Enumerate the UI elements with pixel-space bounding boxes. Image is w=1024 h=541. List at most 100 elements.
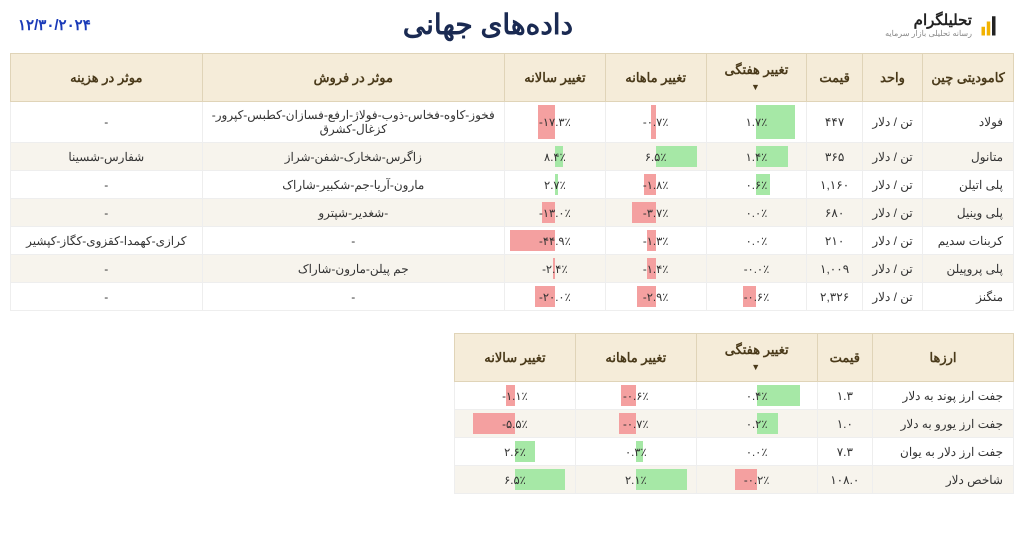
change-y-cell: -۵.۵٪ xyxy=(455,410,576,438)
change-label: -۳.۷٪ xyxy=(643,206,669,220)
unit-cell: تن / دلار xyxy=(862,102,922,143)
change-m-cell: -۳.۷٪ xyxy=(605,199,706,227)
row-name: کربنات سدیم xyxy=(923,227,1014,255)
currencies-table: ارزهاقیمتتغییر هفتگی▼تغییر ماهانهتغییر س… xyxy=(454,333,1014,494)
page-title: داده‌های جهانی xyxy=(91,8,885,41)
unit-cell: تن / دلار xyxy=(862,199,922,227)
sales-effect-cell: - xyxy=(202,227,504,255)
column-header-cost: موثر در هزینه xyxy=(11,54,203,102)
logo-subtitle: رسانه تحلیلی بازار سرمایه xyxy=(885,29,972,38)
change-label: ۰.۳٪ xyxy=(625,445,647,459)
column-header-y: تغییر سالانه xyxy=(504,54,605,102)
change-label: -۰.۰٪ xyxy=(744,262,770,276)
change-label: ۰.۰٪ xyxy=(746,206,768,220)
sales-effect-cell: مارون-آریا-جم-شکبیر-شاراک xyxy=(202,171,504,199)
change-m-cell: -۲.۹٪ xyxy=(605,283,706,311)
column-header-name: ارزها xyxy=(873,334,1014,382)
change-w-cell: -۰.۲٪ xyxy=(696,466,817,494)
change-m-cell: -۱.۳٪ xyxy=(605,227,706,255)
unit-cell: تن / دلار xyxy=(862,255,922,283)
change-w-cell: ۰.۰٪ xyxy=(706,227,807,255)
row-name: جفت ارز دلار به یوان xyxy=(873,438,1014,466)
change-m-cell: -۱.۴٪ xyxy=(605,255,706,283)
price-cell: ۱.۳ xyxy=(817,382,872,410)
change-label: -۰.۷٪ xyxy=(623,417,649,431)
column-header-y: تغییر سالانه xyxy=(455,334,576,382)
table-row: پلی وینیلتن / دلار۶۸۰۰.۰٪-۳.۷٪-۱۳.۰٪-شغد… xyxy=(11,199,1014,227)
change-w-cell: ۰.۲٪ xyxy=(696,410,817,438)
change-w-cell: ۰.۴٪ xyxy=(696,382,817,410)
column-header-m: تغییر ماهانه xyxy=(605,54,706,102)
row-name: پلی پروپیلن xyxy=(923,255,1014,283)
change-w-cell: ۰.۰٪ xyxy=(706,199,807,227)
sort-arrow-icon: ▼ xyxy=(751,82,760,92)
price-cell: ۱.۰ xyxy=(817,410,872,438)
change-label: -۰.۶٪ xyxy=(623,389,649,403)
cost-effect-cell: - xyxy=(11,255,203,283)
price-cell: ۲,۳۲۶ xyxy=(807,283,862,311)
change-label: ۱.۷٪ xyxy=(746,115,768,129)
change-label: ۰.۰٪ xyxy=(746,445,768,459)
row-name: جفت ارز پوند به دلار xyxy=(873,382,1014,410)
change-label: -۲.۹٪ xyxy=(643,290,669,304)
unit-cell: تن / دلار xyxy=(862,143,922,171)
column-header-w[interactable]: تغییر هفتگی▼ xyxy=(706,54,807,102)
sort-arrow-icon: ▼ xyxy=(751,362,760,372)
column-header-price: قیمت xyxy=(817,334,872,382)
change-y-cell: ۸.۴٪ xyxy=(504,143,605,171)
change-m-cell: -۱.۸٪ xyxy=(605,171,706,199)
sales-effect-cell: زاگرس-شخارک-شفن-شراز xyxy=(202,143,504,171)
change-label: -۰.۲٪ xyxy=(744,473,770,487)
change-m-cell: -۰.۷٪ xyxy=(605,102,706,143)
change-label: -۰.۶٪ xyxy=(744,290,770,304)
column-header-m: تغییر ماهانه xyxy=(575,334,696,382)
change-label: -۱۷.۳٪ xyxy=(539,115,571,129)
logo-icon xyxy=(978,11,1006,39)
row-name: منگنز xyxy=(923,283,1014,311)
change-m-cell: ۲.۱٪ xyxy=(575,466,696,494)
table-row: کربنات سدیمتن / دلار۲۱۰۰.۰٪-۱.۳٪-۴۴.۹٪-ک… xyxy=(11,227,1014,255)
change-y-cell: ۲.۷٪ xyxy=(504,171,605,199)
cost-effect-cell: - xyxy=(11,283,203,311)
unit-cell: تن / دلار xyxy=(862,227,922,255)
change-w-cell: ۱.۷٪ xyxy=(706,102,807,143)
change-label: ۰.۴٪ xyxy=(746,389,768,403)
change-label: -۱.۸٪ xyxy=(643,178,669,192)
price-cell: ۷.۳ xyxy=(817,438,872,466)
price-cell: ۶۸۰ xyxy=(807,199,862,227)
column-header-sales: موثر در فروش xyxy=(202,54,504,102)
table-row: جفت ارز پوند به دلار۱.۳۰.۴٪-۰.۶٪-۱.۱٪ xyxy=(455,382,1014,410)
logo-block: تحلیلگرام رسانه تحلیلی بازار سرمایه xyxy=(885,11,1006,39)
table-row: جفت ارز یورو به دلار۱.۰ ۰.۲٪ -۰.۷٪ -۵.۵٪ xyxy=(455,410,1014,438)
change-label: ۱.۴٪ xyxy=(746,150,768,164)
unit-cell: تن / دلار xyxy=(862,283,922,311)
price-cell: ۲۱۰ xyxy=(807,227,862,255)
change-y-cell: -۲.۴٪ xyxy=(504,255,605,283)
change-label: ۶.۵٪ xyxy=(504,473,526,487)
column-header-w[interactable]: تغییر هفتگی▼ xyxy=(696,334,817,382)
logo-title: تحلیلگرام xyxy=(885,11,972,29)
sales-effect-cell: -شغدیر-شپترو xyxy=(202,199,504,227)
change-label: ۰.۲٪ xyxy=(746,417,768,431)
change-m-cell: ۰.۳٪ xyxy=(575,438,696,466)
row-name: جفت ارز یورو به دلار xyxy=(873,410,1014,438)
change-label: -۲.۴٪ xyxy=(542,262,568,276)
sales-effect-cell: جم پیلن-مارون-شاراک xyxy=(202,255,504,283)
change-w-cell: -۰.۶٪ xyxy=(706,283,807,311)
row-name: فولاد xyxy=(923,102,1014,143)
change-y-cell: -۴۴.۹٪ xyxy=(504,227,605,255)
price-cell: ۴۴۷ xyxy=(807,102,862,143)
change-y-cell: ۶.۵٪ xyxy=(455,466,576,494)
cost-effect-cell: شفارس-شسینا xyxy=(11,143,203,171)
cost-effect-cell: - xyxy=(11,102,203,143)
change-label: -۰.۷٪ xyxy=(643,115,669,129)
change-y-cell: -۱۷.۳٪ xyxy=(504,102,605,143)
row-name: پلی اتیلن xyxy=(923,171,1014,199)
table-row: شاخص دلار۱۰۸.۰-۰.۲٪۲.۱٪۶.۵٪ xyxy=(455,466,1014,494)
table-row: فولادتن / دلار۴۴۷۱.۷٪-۰.۷٪-۱۷.۳٪فخوز-کاو… xyxy=(11,102,1014,143)
change-w-cell: -۰.۰٪ xyxy=(706,255,807,283)
cost-effect-cell: کرازی-کهمدا-کقزوی-کگاز-کپشیر xyxy=(11,227,203,255)
column-header-price: قیمت xyxy=(807,54,862,102)
sales-effect-cell: - xyxy=(202,283,504,311)
change-y-cell: -۲۰.۰٪ xyxy=(504,283,605,311)
